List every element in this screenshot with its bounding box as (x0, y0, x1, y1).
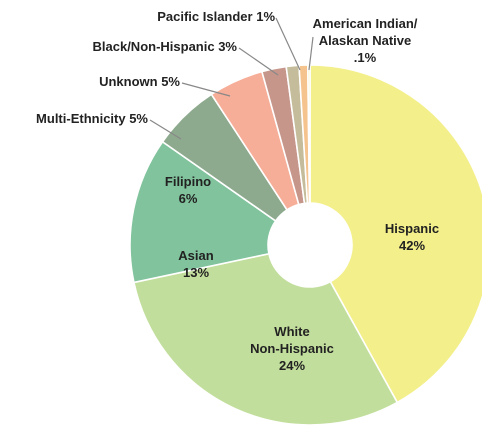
slice-label-1-line-2: 24% (279, 358, 305, 373)
leader-line-4 (149, 119, 182, 140)
slice-label-6-line-0: Black/Non-Hispanic 3% (93, 39, 238, 54)
pie-slice-8 (306, 64, 311, 204)
slice-label-8-line-0: American Indian/ (313, 16, 418, 31)
slice-label-3: Filipino 6% (165, 174, 211, 206)
slice-label-2-line-0: Asian (178, 248, 213, 263)
slice-label-7: Pacific Islander 1% (157, 9, 275, 24)
leader-line-7 (275, 17, 301, 71)
slice-label-1: White Non-Hispanic 24% (250, 324, 334, 373)
slice-label-3-line-0: Filipino (165, 174, 211, 189)
slice-label-2-line-1: 13% (183, 265, 209, 280)
slice-label-8-line-1: Alaskan Native (319, 33, 412, 48)
slice-label-8-line-2: .1% (354, 50, 377, 65)
slice-label-2: Asian 13% (178, 248, 213, 280)
pie-slice-2 (129, 140, 277, 284)
pie-slice-0 (309, 64, 482, 404)
slice-label-1-line-0: White (274, 324, 309, 339)
slice-label-1-line-1: Non-Hispanic (250, 341, 334, 356)
pie-slice-1 (132, 252, 399, 426)
slice-label-4-line-0: Multi-Ethnicity 5% (36, 111, 148, 126)
slice-label-0: Hispanic 42% (385, 221, 439, 253)
slice-label-6: Black/Non-Hispanic 3% (93, 39, 238, 54)
slice-label-7-line-0: Pacific Islander 1% (157, 9, 275, 24)
slice-label-5: Unknown 5% (99, 74, 180, 89)
slice-label-3-line-1: 6% (179, 191, 198, 206)
slice-label-8: American Indian/Alaskan Native .1% (313, 16, 418, 65)
leader-line-8 (308, 36, 314, 71)
leader-line-5 (181, 82, 231, 97)
slice-label-0-line-0: Hispanic (385, 221, 439, 236)
slice-label-0-line-1: 42% (399, 238, 425, 253)
leader-line-6 (238, 47, 279, 76)
slice-label-5-line-0: Unknown 5% (99, 74, 180, 89)
slice-label-4: Multi-Ethnicity 5% (36, 111, 148, 126)
